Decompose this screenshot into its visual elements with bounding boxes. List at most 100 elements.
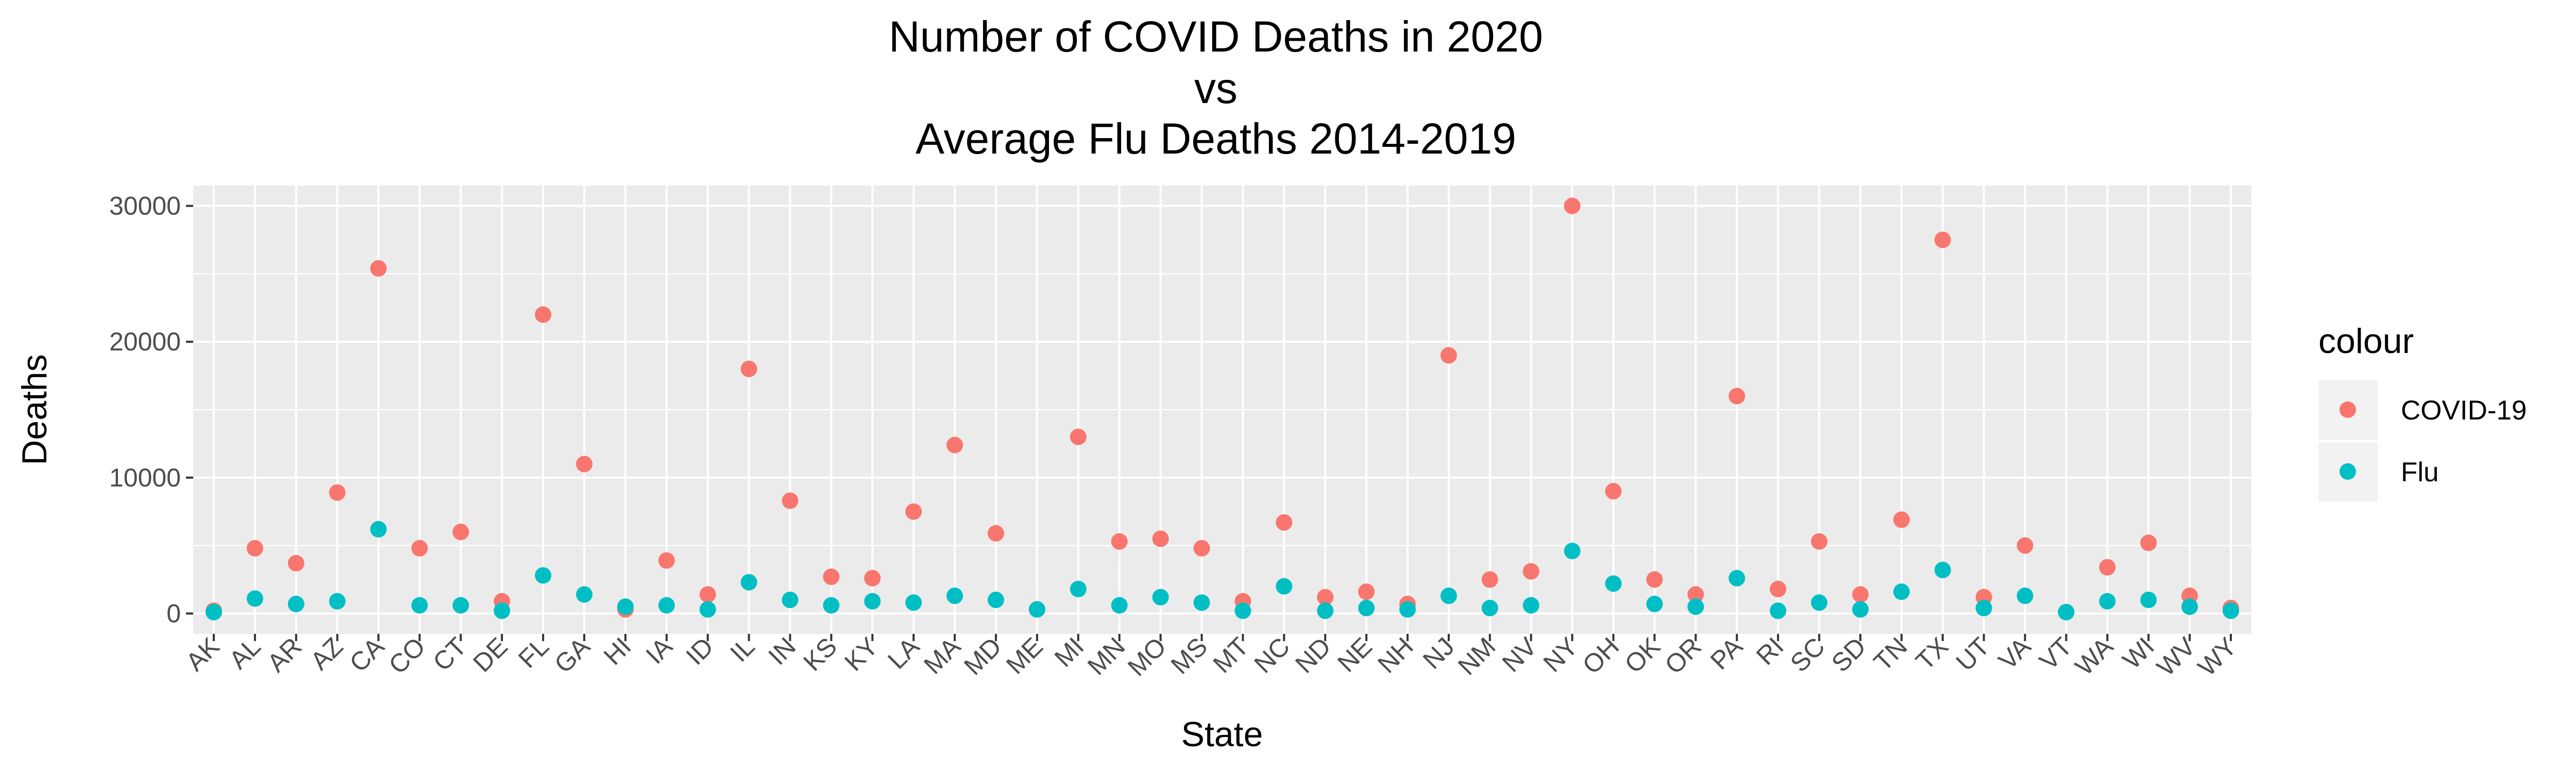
x-tick-label: KY <box>839 632 884 677</box>
data-point <box>1687 586 1704 603</box>
data-point <box>205 603 222 620</box>
x-tick-label: MN <box>1082 632 1131 681</box>
x-tick-label: RI <box>1751 632 1789 670</box>
data-point <box>1070 581 1087 597</box>
x-tick-label: MO <box>1122 632 1172 682</box>
data-point <box>2140 592 2157 609</box>
data-point <box>1358 599 1375 616</box>
y-tick-label: 20000 <box>109 327 181 356</box>
x-tick-label: AZ <box>305 632 349 676</box>
x-tick-label: VA <box>1993 632 2037 676</box>
title-line-2: vs <box>1194 64 1238 112</box>
data-points <box>205 197 2240 620</box>
title-line-1: Number of COVID Deaths in 2020 <box>889 12 1543 61</box>
data-point <box>1111 533 1128 550</box>
x-tick-label: CA <box>344 632 390 678</box>
grid-major <box>193 186 2251 634</box>
data-point <box>1811 594 1828 611</box>
data-point <box>576 586 593 603</box>
data-point <box>329 593 346 610</box>
data-point <box>2140 534 2157 551</box>
data-point <box>2016 537 2033 554</box>
data-point <box>823 568 840 585</box>
data-point <box>1193 540 1210 557</box>
x-tick-label: OH <box>1577 632 1625 680</box>
data-point <box>2223 602 2240 619</box>
data-point <box>905 594 922 611</box>
x-tick-label: MD <box>958 632 1007 681</box>
data-point <box>1317 589 1334 606</box>
x-tick-label: NY <box>1538 632 1584 678</box>
x-tick-label: AR <box>262 632 308 678</box>
x-tick-label: PA <box>1705 632 1749 676</box>
data-point <box>1481 599 1498 616</box>
x-tick-label: MA <box>918 632 966 680</box>
x-axis-title: State <box>1181 715 1263 754</box>
data-point <box>287 554 304 572</box>
data-point <box>411 540 428 557</box>
data-point <box>1276 578 1293 595</box>
legend-keys: COVID-19 Flu <box>2318 380 2527 501</box>
data-point <box>1028 601 1045 618</box>
legend-title: colour <box>2318 322 2414 361</box>
data-point <box>452 524 469 541</box>
data-point <box>2016 587 2033 604</box>
title-line-3: Average Flu Deaths 2014-2019 <box>916 114 1516 163</box>
x-tick-label: ME <box>1001 632 1048 680</box>
x-tick-label: NE <box>1332 632 1378 678</box>
x-tick-label: IL <box>724 632 760 667</box>
data-point <box>1605 483 1622 500</box>
x-tick-label: UT <box>1951 632 1995 677</box>
data-point <box>1193 594 1210 611</box>
y-tick-label: 10000 <box>109 463 181 492</box>
data-point <box>1893 583 1910 600</box>
data-point <box>2099 559 2116 576</box>
data-point <box>2058 603 2075 620</box>
x-tick-label: TX <box>1910 632 1954 676</box>
data-point <box>576 456 593 473</box>
data-point <box>1522 563 1539 580</box>
data-point <box>411 597 428 614</box>
grid-minor <box>193 273 2251 546</box>
data-point <box>1440 587 1457 604</box>
data-point <box>988 525 1005 542</box>
data-point <box>1564 197 1581 214</box>
data-point <box>370 521 387 537</box>
x-tick-label: ND <box>1290 632 1336 679</box>
x-tick-label: WA <box>2070 632 2119 681</box>
x-tick-label: IN <box>762 632 801 670</box>
x-tick-label: ID <box>681 632 719 670</box>
x-tick-label: DE <box>467 632 513 678</box>
data-point <box>1234 602 1251 619</box>
data-point <box>287 596 304 612</box>
data-point <box>1646 596 1663 612</box>
data-point <box>1934 231 1951 248</box>
data-point <box>864 593 881 610</box>
x-tick-label: WY <box>2192 632 2242 682</box>
x-tick-label: HI <box>598 632 637 670</box>
data-point <box>699 601 716 618</box>
data-point <box>1605 575 1622 592</box>
x-tick-label: KS <box>798 632 842 677</box>
data-point <box>988 592 1005 609</box>
x-tick-label: CO <box>383 632 431 680</box>
x-tick-label: GA <box>549 632 596 679</box>
data-point <box>246 540 263 557</box>
x-tick-label: OK <box>1619 632 1666 679</box>
data-point <box>494 602 511 619</box>
data-point <box>617 598 634 615</box>
data-point <box>1070 428 1087 445</box>
data-point <box>1481 571 1498 588</box>
legend: colour COVID-19 Flu <box>2318 322 2527 501</box>
x-tick-label: WV <box>2151 632 2201 682</box>
data-point <box>740 574 757 591</box>
data-point <box>1564 543 1581 560</box>
x-tick-label: CT <box>427 632 472 677</box>
data-point <box>2181 598 2198 615</box>
data-point <box>535 567 552 584</box>
x-tick-label: SC <box>1785 632 1831 678</box>
data-point <box>1852 586 1869 603</box>
data-point <box>1852 601 1869 618</box>
x-tick-label: MI <box>1049 632 1090 673</box>
data-point <box>1111 597 1128 614</box>
